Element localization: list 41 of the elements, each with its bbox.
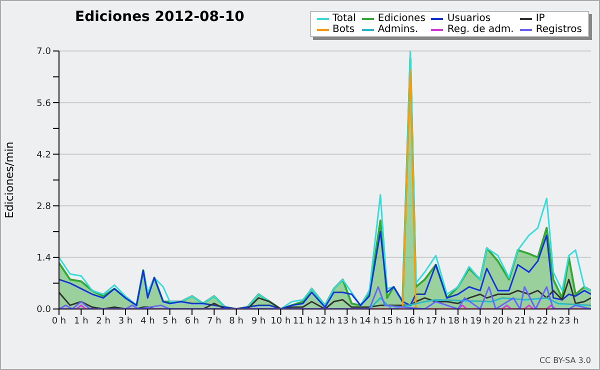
x-tick-label: 2 h xyxy=(96,316,110,326)
x-tick-label: 12 h xyxy=(314,316,336,326)
x-tick-label: 1 h xyxy=(74,316,88,326)
x-tick-label: 5 h xyxy=(162,316,177,326)
x-tick-label: 19 h xyxy=(470,316,490,326)
legend-label: Bots xyxy=(332,24,355,35)
x-tick-label: 4 h xyxy=(140,316,155,326)
chart-title: Ediciones 2012-08-10 xyxy=(75,9,244,25)
x-tick-label: 22 h xyxy=(536,316,557,326)
x-tick-label: 23 h xyxy=(558,316,579,326)
text: CC BY-SA 3.0 xyxy=(539,356,591,365)
x-tick-label: 8 h xyxy=(229,316,244,326)
x-tick-label: 17 h xyxy=(426,316,446,326)
legend-label: Ediciones xyxy=(378,13,426,24)
x-tick-label: 7 h xyxy=(207,316,222,326)
x-tick-label: 11 h xyxy=(292,316,313,326)
x-tick-label: 14 h xyxy=(359,316,380,326)
y-tick-label: 5.6 xyxy=(36,98,52,109)
x-tick-label: 21 h xyxy=(514,316,535,326)
x-tick-label: 13 h xyxy=(337,316,358,326)
x-tick-label: 0 h xyxy=(52,316,66,326)
y-tick-label: 7.0 xyxy=(36,47,52,58)
legend-label: Reg. de adm. xyxy=(447,24,514,35)
y-axis-title: Ediciones/min xyxy=(2,142,16,218)
x-tick-label: 6 h xyxy=(184,316,200,326)
legend-label: Total xyxy=(332,13,356,24)
legend-label: IP xyxy=(536,13,545,24)
x-tick-label: 3 h xyxy=(118,316,133,326)
x-tick-label: 9 h xyxy=(251,316,266,326)
x-tick-label: 16 h xyxy=(404,316,424,326)
legend-label: Admins. xyxy=(378,24,418,35)
x-tick-label: 10 h xyxy=(270,316,291,326)
y-tick-label: 2.8 xyxy=(36,202,52,212)
y-tick-label: 4.2 xyxy=(36,150,51,160)
x-tick-label: 18 h xyxy=(448,316,468,326)
y-tick-label: 1.4 xyxy=(36,254,52,264)
legend-label: Usuarios xyxy=(447,13,491,24)
x-tick-label: 15 h xyxy=(381,316,402,326)
legend-label: Registros xyxy=(536,24,582,35)
x-tick-label: 20 h xyxy=(492,316,512,326)
y-tick-label: 0.0 xyxy=(36,305,52,316)
